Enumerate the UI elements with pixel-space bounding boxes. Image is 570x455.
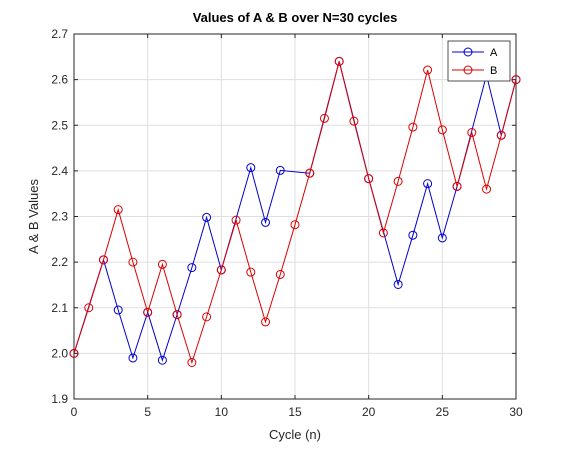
series-a-point bbox=[246, 163, 256, 173]
series-b-point bbox=[364, 174, 374, 184]
series-b-point bbox=[437, 125, 447, 135]
x-axis-title: Cycle (n) bbox=[269, 427, 321, 442]
series-a-point bbox=[408, 230, 418, 240]
axis-ticks: 0 5 10 15 20 25 30 1.9 2.0 2.1 2.2 2.3 2.4 2.5 2.6 2.7 bbox=[51, 27, 523, 419]
series-b-point bbox=[157, 259, 167, 269]
series-b-point bbox=[482, 184, 492, 194]
series-b-line bbox=[73, 61, 517, 365]
series-b-point bbox=[305, 168, 315, 178]
legend: AB bbox=[447, 40, 511, 82]
x-tick-label: 10 bbox=[215, 405, 229, 419]
series-a-point bbox=[393, 279, 403, 289]
x-tick-label: 5 bbox=[144, 405, 151, 419]
series-a-point bbox=[128, 353, 138, 363]
series-a-point bbox=[275, 165, 285, 175]
series-b-point bbox=[202, 312, 212, 322]
series-b-point bbox=[216, 265, 226, 275]
series-a-point bbox=[261, 217, 271, 227]
y-tick-label: 2.5 bbox=[51, 118, 68, 132]
series-b-point bbox=[378, 228, 388, 238]
series-b-point bbox=[261, 317, 271, 327]
series-b-point bbox=[172, 310, 182, 320]
series-b-point bbox=[275, 269, 285, 279]
series-b-point bbox=[128, 257, 138, 267]
series-b-point bbox=[84, 303, 94, 313]
series-b-point bbox=[113, 205, 123, 215]
x-tick-label: 20 bbox=[362, 405, 376, 419]
series-b-point bbox=[467, 128, 477, 138]
y-tick-label: 2.4 bbox=[51, 164, 68, 178]
series-b-point bbox=[334, 56, 344, 66]
series-a-point bbox=[423, 179, 433, 189]
series-b-point bbox=[511, 75, 521, 85]
series-b-point bbox=[423, 65, 433, 75]
series-b-point bbox=[290, 220, 300, 230]
series-b-point bbox=[98, 255, 108, 265]
y-tick-label: 2.6 bbox=[51, 73, 68, 87]
series-b-point bbox=[231, 215, 241, 225]
grid bbox=[73, 33, 517, 400]
y-tick-label: 2.2 bbox=[51, 255, 68, 269]
legend-label-b: B bbox=[490, 65, 497, 77]
y-axis-title: A & B Values bbox=[26, 179, 41, 254]
legend-marker-a bbox=[463, 47, 473, 57]
y-tick-label: 2.1 bbox=[51, 301, 68, 315]
y-tick-label: 2.7 bbox=[51, 27, 68, 41]
series-b-point bbox=[246, 267, 256, 277]
x-tick-label: 0 bbox=[71, 405, 78, 419]
series-b-point bbox=[319, 113, 329, 123]
series-a-point bbox=[437, 233, 447, 243]
series-b-point bbox=[408, 122, 418, 132]
series-b-point bbox=[452, 181, 462, 191]
y-tick-label: 1.9 bbox=[51, 392, 68, 406]
series-b-point bbox=[393, 176, 403, 186]
series-b-point bbox=[69, 348, 79, 358]
series-group bbox=[69, 56, 521, 367]
series-a-point bbox=[113, 305, 123, 315]
chart-title: Values of A & B over N=30 cycles bbox=[193, 10, 398, 25]
series-b-point bbox=[349, 116, 359, 126]
series-a-point bbox=[157, 355, 167, 365]
x-tick-label: 25 bbox=[436, 405, 450, 419]
legend-box bbox=[447, 40, 511, 82]
x-tick-label: 30 bbox=[509, 405, 523, 419]
x-tick-label: 15 bbox=[288, 405, 302, 419]
legend-label-a: A bbox=[490, 47, 498, 59]
series-a-line bbox=[73, 61, 517, 362]
series-b-point bbox=[187, 358, 197, 367]
series-a-point bbox=[202, 212, 212, 222]
series-b-point bbox=[496, 130, 506, 140]
legend-marker-b bbox=[463, 65, 473, 75]
series-a-point bbox=[187, 263, 197, 273]
y-tick-label: 2.0 bbox=[51, 346, 68, 360]
series-b-point bbox=[143, 307, 153, 317]
y-tick-label: 2.3 bbox=[51, 210, 68, 224]
